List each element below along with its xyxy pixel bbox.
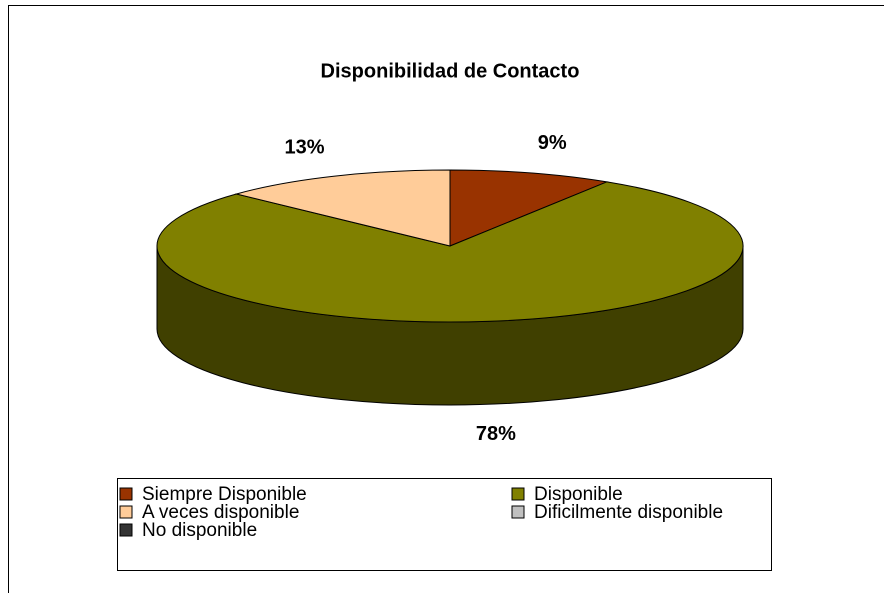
chart-title: Disponibilidad de Contacto [321,60,580,82]
data-label: 13% [285,137,325,159]
data-label: 78% [476,423,516,445]
legend-swatch [511,487,525,501]
legend-swatch [119,487,133,501]
legend-swatch [119,505,133,519]
legend-label: A veces disponible [142,502,299,523]
legend-swatch [119,523,133,537]
data-label: 9% [538,132,567,154]
legend-swatch [511,505,525,519]
slice [156,181,744,323]
legend-box [117,478,772,571]
legend-label: Dificilmente disponible [534,502,723,523]
slice [234,169,451,247]
legend-label: Siempre Disponible [142,484,307,505]
legend-label: Disponible [534,484,623,505]
chart-frame [8,5,884,593]
slice [449,169,609,247]
legend-label: No disponible [142,520,257,541]
